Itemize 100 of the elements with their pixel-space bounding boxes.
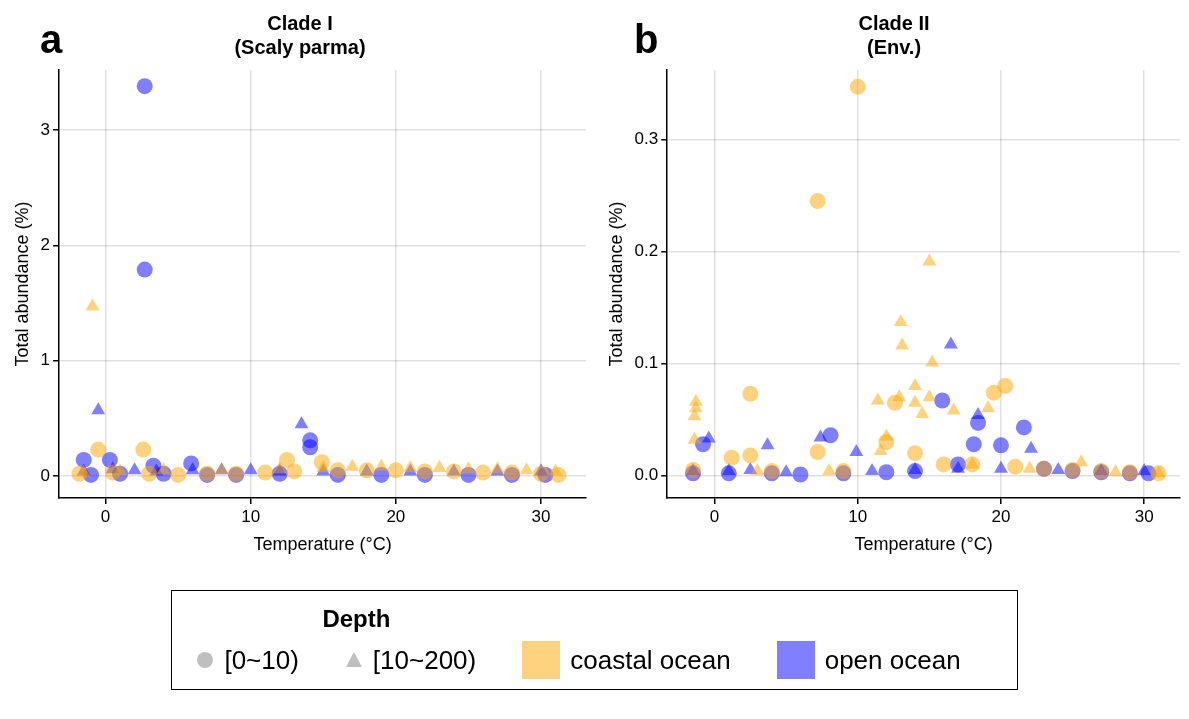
point [257,464,274,481]
point [792,466,809,483]
point [1150,465,1167,482]
point [183,455,200,472]
point [720,465,737,482]
point [302,439,319,456]
point [870,392,885,405]
point [922,253,937,266]
point [313,454,330,471]
text: b [634,17,659,62]
point [687,408,702,421]
point [809,444,826,461]
point [934,392,951,409]
point [908,377,922,390]
x-axis-title: Temperature (°C) [253,534,392,555]
point [533,465,549,482]
x-tick-label: 30 [531,506,551,526]
point [1015,419,1032,436]
point [461,461,476,474]
point [893,314,908,327]
point [519,462,534,475]
point [895,337,910,350]
x-axis-title: Temperature (°C) [854,534,993,555]
chart-title: Clade I (Scaly parma) [234,11,366,58]
point [742,385,759,402]
point [474,464,491,481]
point [985,384,1002,401]
point [760,437,775,450]
legend-title: Depth [322,605,392,633]
point [886,394,903,411]
point [90,441,107,458]
point [1051,461,1066,474]
point [278,451,295,468]
point [156,462,171,475]
point [965,436,982,453]
x-tick-label: 10 [241,506,261,526]
x-tick-label: 10 [848,506,868,526]
point [243,462,258,475]
y-tick-label: 0.0 [634,465,659,485]
point [445,463,462,480]
point [723,449,740,466]
point [136,78,153,95]
point [1022,460,1037,473]
point [170,466,187,483]
point [970,414,987,431]
point [908,394,922,407]
point [387,462,404,479]
point [822,427,839,444]
legend-label: [10~200) [372,644,477,676]
point [981,400,995,413]
point [104,464,121,481]
point [878,433,895,450]
point [345,458,360,471]
point [432,460,447,473]
point [127,462,142,475]
chart-title: Clade II (Env.) [858,11,930,58]
point [374,458,389,471]
point [992,437,1009,454]
point [742,447,759,464]
y-axis-title: Total abundance (%) [605,201,626,367]
point [943,336,958,349]
point [964,456,981,473]
point [822,463,837,476]
y-tick-label: 1 [40,350,51,370]
y-tick-label: 0 [40,465,51,485]
legend-label: open ocean [824,644,961,676]
x-tick-label: 0 [100,506,111,526]
point [907,445,924,462]
y-tick-label: 2 [40,235,51,255]
point [865,463,879,476]
point [997,377,1014,394]
x-tick-label: 20 [386,506,406,526]
point [946,402,961,415]
point [779,464,794,477]
point [949,456,966,473]
y-axis-title: Total abundance (%) [11,201,32,367]
point [91,402,106,415]
y-tick-label: 0.1 [634,353,659,373]
point [136,261,153,278]
point [925,354,940,367]
y-tick-label: 0.3 [634,129,659,149]
point [75,451,92,468]
point [935,456,952,473]
point [550,466,567,483]
legend-label: [0~10) [224,644,299,676]
point [907,463,924,480]
point [141,465,158,482]
point [101,451,118,468]
y-tick-label: 0.2 [634,241,659,261]
point [922,389,937,402]
point [286,463,303,480]
point [85,298,100,311]
point [750,463,765,476]
point [849,444,864,457]
point [878,464,895,481]
point [329,462,346,479]
point [1108,464,1123,477]
point [915,405,930,418]
y-tick-label: 3 [40,119,51,139]
point [294,416,309,429]
